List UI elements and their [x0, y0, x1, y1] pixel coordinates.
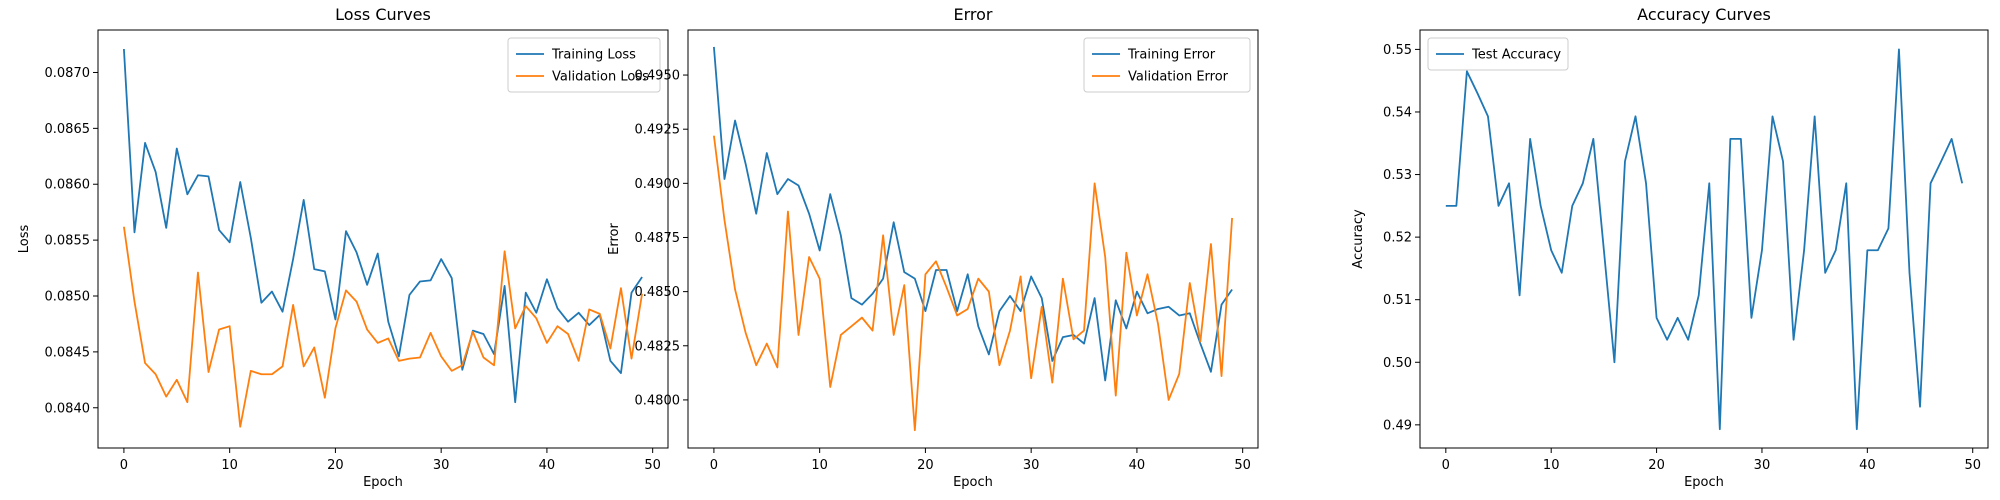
x-tick-label: 10 — [221, 458, 238, 473]
chart-title: Error — [954, 5, 993, 24]
y-tick-label: 0.4875 — [635, 231, 681, 246]
series-line-1 — [123, 48, 643, 404]
y-axis-label: Loss — [17, 225, 32, 254]
series-line-2 — [713, 135, 1233, 432]
y-tick-label: 0.0870 — [45, 66, 91, 81]
x-axis-label: Epoch — [1684, 475, 1724, 490]
plot-frame — [687, 29, 1259, 449]
y-tick-label: 0.0850 — [45, 290, 91, 305]
legend-box — [1427, 37, 1569, 71]
series-line-2 — [123, 226, 643, 428]
x-tick-label: 0 — [120, 458, 128, 473]
y-tick-label: 0.4925 — [635, 123, 681, 138]
x-tick-label: 50 — [1234, 458, 1251, 473]
y-tick-label: 0.0840 — [45, 401, 91, 416]
y-tick-label: 0.0860 — [45, 178, 91, 193]
y-tick-label: 0.53 — [1383, 168, 1412, 183]
x-tick-label: 50 — [1964, 458, 1981, 473]
y-tick-label: 0.52 — [1383, 231, 1412, 246]
plot-frame — [97, 29, 669, 449]
x-tick-label: 40 — [539, 458, 556, 473]
y-axis-label: Error — [607, 223, 622, 255]
legend-box — [507, 37, 661, 93]
y-axis-label: Accuracy — [1351, 209, 1366, 269]
y-tick-label: 0.4850 — [635, 285, 681, 300]
x-tick-label: 30 — [433, 458, 450, 473]
chart-panel-2: Error 0 10 20 30 40 50 0.4800 0.4825 0.4850 0.4875… — [607, 5, 1259, 490]
y-tick-label: 0.55 — [1383, 43, 1412, 58]
legend-label-2: Validation Error — [1128, 70, 1229, 85]
x-tick-label: 0 — [710, 458, 718, 473]
chart-panel-3: Accuracy Curves 0 10 20 30 40 50 0.49 0.50 0.51 0.… — [1351, 5, 1989, 490]
x-tick-label: 30 — [1023, 458, 1040, 473]
x-tick-label: 50 — [644, 458, 661, 473]
x-axis-label: Epoch — [953, 475, 993, 490]
y-tick-label: 0.49 — [1383, 418, 1412, 433]
legend: Training Error Validation Error — [1083, 37, 1251, 93]
chart-title: Accuracy Curves — [1637, 5, 1771, 24]
chart-title: Loss Curves — [335, 5, 431, 24]
x-tick-label: 10 — [811, 458, 828, 473]
y-tick-label: 0.51 — [1383, 293, 1412, 308]
legend-box — [1083, 37, 1251, 93]
legend-label-1: Training Error — [1127, 48, 1216, 63]
legend-label-2: Validation Loss — [552, 70, 649, 85]
y-tick-label: 0.0855 — [45, 234, 91, 249]
x-tick-label: 20 — [1648, 458, 1665, 473]
legend: Test Accuracy — [1427, 37, 1569, 71]
x-tick-label: 20 — [327, 458, 344, 473]
legend-label-1: Test Accuracy — [1471, 48, 1561, 63]
y-tick-label: 0.50 — [1383, 356, 1412, 371]
chart-panel-1: Loss Curves 0 10 20 30 40 50 0.0840 0.0845 0.0850… — [17, 5, 669, 490]
x-tick-label: 40 — [1859, 458, 1876, 473]
y-tick-label: 0.4950 — [635, 69, 681, 84]
y-tick-label: 0.4800 — [635, 393, 681, 408]
x-axis-label: Epoch — [363, 475, 403, 490]
legend: Training Loss Validation Loss — [507, 37, 661, 93]
x-tick-label: 40 — [1129, 458, 1146, 473]
series-line-1 — [713, 46, 1233, 382]
x-tick-label: 30 — [1754, 458, 1771, 473]
plot-frame — [1419, 29, 1989, 449]
y-tick-label: 0.4825 — [635, 339, 681, 354]
y-tick-label: 0.0845 — [45, 345, 91, 360]
x-tick-label: 10 — [1543, 458, 1560, 473]
x-tick-label: 20 — [917, 458, 934, 473]
legend-label-1: Training Loss — [551, 48, 636, 63]
y-tick-label: 0.0865 — [45, 122, 91, 137]
y-tick-label: 0.54 — [1383, 105, 1412, 120]
y-tick-label: 0.4900 — [635, 177, 681, 192]
series-line-1 — [1445, 48, 1964, 431]
x-tick-label: 0 — [1442, 458, 1450, 473]
